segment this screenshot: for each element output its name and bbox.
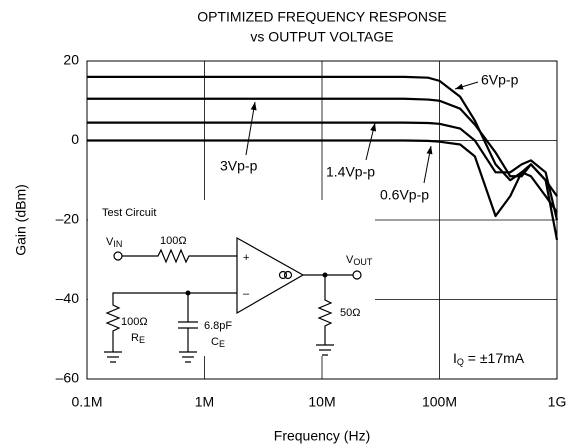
- arrow-head: [426, 146, 433, 155]
- plot-frame: [86, 60, 558, 380]
- op-amp: [236, 236, 305, 315]
- series-label: 3Vp-p: [220, 158, 258, 174]
- inset-background: [88, 200, 375, 356]
- y-axis-title: Gain (dBm): [13, 184, 29, 256]
- y-tick-label: –20: [56, 211, 80, 227]
- vout-terminal: [352, 270, 362, 280]
- series-line: [87, 75, 558, 213]
- ce-capacitor: [178, 293, 198, 363]
- chart-subtitle: vs OUTPUT VOLTAGE: [250, 29, 393, 45]
- re-value: 100Ω: [121, 316, 148, 328]
- x-tick-label: 10M: [308, 394, 335, 410]
- arrow-head: [250, 102, 257, 111]
- y-tick-label: –40: [56, 290, 80, 306]
- y-tick-label: 20: [63, 52, 79, 68]
- chart-title: OPTIMIZED FREQUENCY RESPONSE: [197, 9, 446, 25]
- x-tick-label: 100M: [422, 394, 457, 410]
- vin-label: VIN: [106, 236, 122, 249]
- re-name: RE: [131, 332, 145, 345]
- plus-label: +: [243, 252, 249, 264]
- x-tick-label: 1G: [548, 394, 567, 410]
- label-arrow: [245, 101, 256, 156]
- x-tick-label: 0.1M: [71, 394, 102, 410]
- x-tick-label: 1M: [195, 394, 214, 410]
- load-resistor: [316, 275, 334, 356]
- series-label: 6Vp-p: [481, 72, 519, 88]
- op-amp-symbol: [283, 270, 293, 280]
- series-line: [87, 139, 559, 241]
- lines: [87, 75, 559, 241]
- rload-label: 50Ω: [340, 307, 360, 319]
- vout-label: VOUT: [346, 254, 373, 267]
- series-line: [87, 121, 559, 221]
- annotation: IQ = ±17mA: [453, 350, 525, 368]
- series-label: 0.6Vp-p: [380, 187, 429, 203]
- arrow-head: [455, 83, 464, 90]
- re-resistor: [104, 292, 237, 363]
- op-amp-symbol: [278, 270, 288, 280]
- rin-label: 100Ω: [160, 235, 187, 247]
- test-circuit: Test Circuit VIN 100Ω + – VOUT 50Ω 100Ω …: [102, 207, 373, 363]
- x-axis-title: Frequency (Hz): [274, 428, 370, 444]
- circuit-title: Test Circuit: [102, 207, 156, 219]
- series-label: 1.4Vp-p: [326, 164, 375, 180]
- arrow-head: [370, 123, 377, 132]
- y-tick-label: –60: [56, 370, 80, 386]
- minus-label: –: [243, 288, 250, 300]
- y-tick-label: 0: [71, 131, 79, 147]
- ce-value: 6.8pF: [204, 320, 232, 332]
- input-resistor: [122, 248, 237, 264]
- ce-name: CE: [211, 336, 225, 349]
